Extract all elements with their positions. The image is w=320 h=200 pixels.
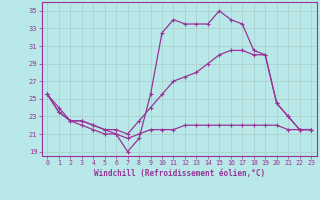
- X-axis label: Windchill (Refroidissement éolien,°C): Windchill (Refroidissement éolien,°C): [94, 169, 265, 178]
